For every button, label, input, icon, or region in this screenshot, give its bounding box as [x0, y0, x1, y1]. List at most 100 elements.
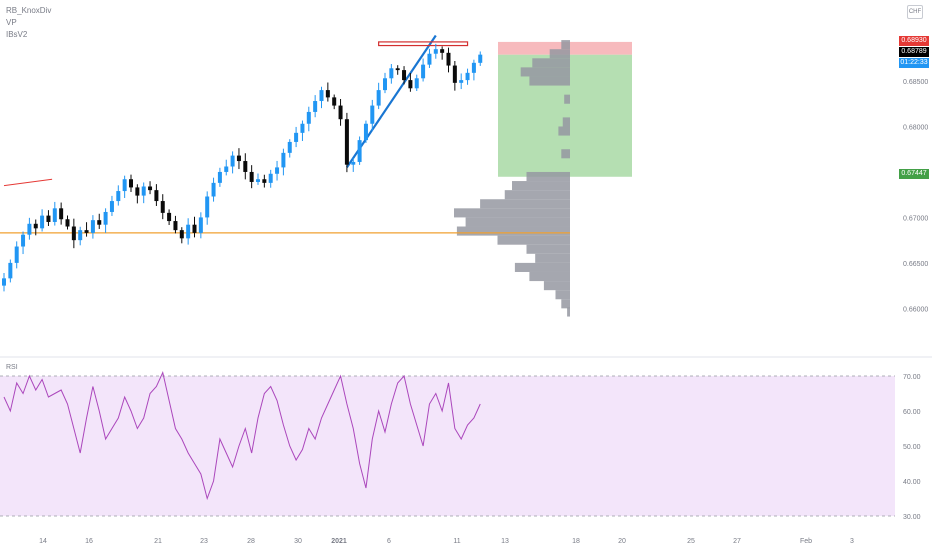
stop-price-tag: 0.68930: [899, 36, 929, 46]
resistance-box: [378, 41, 469, 47]
candle-body: [332, 97, 337, 106]
candle-body: [306, 111, 311, 124]
rsi-tick-label: 40.00: [903, 479, 921, 486]
rsi-pane: [0, 370, 895, 517]
volume-profile-bar: [529, 271, 570, 282]
candle-body: [179, 230, 184, 239]
candle-body: [414, 78, 419, 89]
candle-body: [84, 230, 89, 233]
rsi-tick-label: 60.00: [903, 409, 921, 416]
candles: [2, 43, 483, 292]
time-tick-label: 30: [294, 538, 302, 545]
indicator-knoxdiv-label[interactable]: RB_KnoxDiv: [6, 6, 52, 15]
candle-body: [40, 215, 45, 229]
candle-body: [300, 123, 305, 133]
volume-profile-bar: [529, 76, 570, 86]
time-tick-label: 16: [85, 538, 93, 545]
candle-body: [217, 171, 222, 183]
candle-body: [71, 226, 76, 241]
volume-profile-bar: [526, 171, 570, 182]
volume-profile-bar: [564, 94, 570, 104]
volume-profile-bar: [543, 281, 570, 291]
target-price-tag: 0.67447: [899, 169, 929, 179]
candle-body: [478, 54, 483, 63]
rsi-axis: 70.00 60.00 50.00 40.00 30.00: [903, 374, 921, 521]
volume-profile-bar: [549, 49, 570, 59]
candle-body: [116, 191, 121, 202]
volume-profile-bar: [558, 126, 570, 136]
candle-body: [8, 262, 13, 279]
candle-body: [103, 211, 108, 225]
candle-body: [440, 49, 445, 53]
volume-profile-bar: [555, 290, 570, 300]
currency-badge[interactable]: CHF: [907, 5, 923, 19]
candle-body: [122, 179, 127, 192]
time-tick-label: 18: [572, 538, 580, 545]
time-tick-label: 11: [453, 538, 460, 545]
candle-body: [211, 182, 216, 197]
time-tick-label: 2021: [331, 538, 347, 545]
candle-body: [135, 187, 140, 196]
candle-body: [389, 68, 394, 79]
candle-body: [236, 155, 241, 162]
candle-body: [78, 230, 83, 241]
candle-body: [33, 223, 38, 229]
candle-body: [198, 217, 203, 233]
time-tick-label: 13: [501, 538, 509, 545]
candle-body: [313, 101, 318, 112]
candle-body: [275, 167, 280, 174]
candle-body: [46, 215, 51, 222]
price-tick-label: 0.68500: [903, 79, 928, 86]
indicator-vp-label[interactable]: VP: [6, 18, 17, 27]
candle-body: [294, 132, 299, 142]
last-price-tag: 0.68789: [899, 47, 929, 57]
candle-body: [192, 224, 197, 233]
volume-profile-bar: [456, 226, 570, 236]
candle-body: [65, 219, 70, 227]
time-tick-label: 23: [200, 538, 208, 545]
indicator-ibsv2-label[interactable]: IBsV2: [6, 30, 28, 39]
volume-profile-bar: [561, 299, 570, 309]
candle-body: [14, 246, 19, 263]
countdown-timer-tag: 01:22:33: [899, 58, 929, 68]
rsi-line: [3, 370, 481, 501]
time-tick-label: 3: [850, 538, 854, 545]
candle-body: [408, 80, 413, 89]
volume-profile-bar: [561, 40, 570, 50]
candle-body: [281, 152, 286, 168]
volume-profile-bar: [497, 235, 570, 245]
candle-body: [383, 78, 387, 91]
candle-body: [186, 224, 191, 239]
price-tick-label: 0.66500: [903, 261, 928, 268]
rsi-title: RSI: [6, 364, 18, 371]
old-resistance-line: [3, 178, 53, 187]
rsi-tick-label: 50.00: [903, 444, 921, 451]
candle-body: [465, 72, 470, 81]
candle-body: [2, 278, 6, 286]
candle-body: [471, 62, 476, 73]
candle-body: [141, 186, 146, 196]
candle-body: [446, 52, 451, 66]
candle-body: [129, 179, 133, 188]
candle-body: [109, 201, 114, 212]
candle-body: [160, 201, 165, 213]
time-tick-label: 28: [247, 538, 255, 545]
candle-body: [370, 105, 375, 124]
volume-profile-bar: [454, 208, 570, 218]
candle-body: [427, 53, 432, 65]
candle-body: [402, 70, 407, 81]
volume-profile-bar: [532, 58, 570, 68]
candle-body: [21, 234, 26, 247]
candle-body: [27, 223, 32, 235]
candle-body: [344, 119, 349, 165]
candle-body: [243, 161, 248, 172]
volume-profile-bar: [562, 117, 570, 127]
candle-body: [230, 155, 235, 167]
volume-profile-bar: [480, 199, 570, 209]
candle-body: [376, 90, 381, 106]
volume-profile-bar: [567, 307, 570, 317]
candle-body: [97, 220, 102, 225]
volume-profile-bar: [504, 190, 570, 200]
